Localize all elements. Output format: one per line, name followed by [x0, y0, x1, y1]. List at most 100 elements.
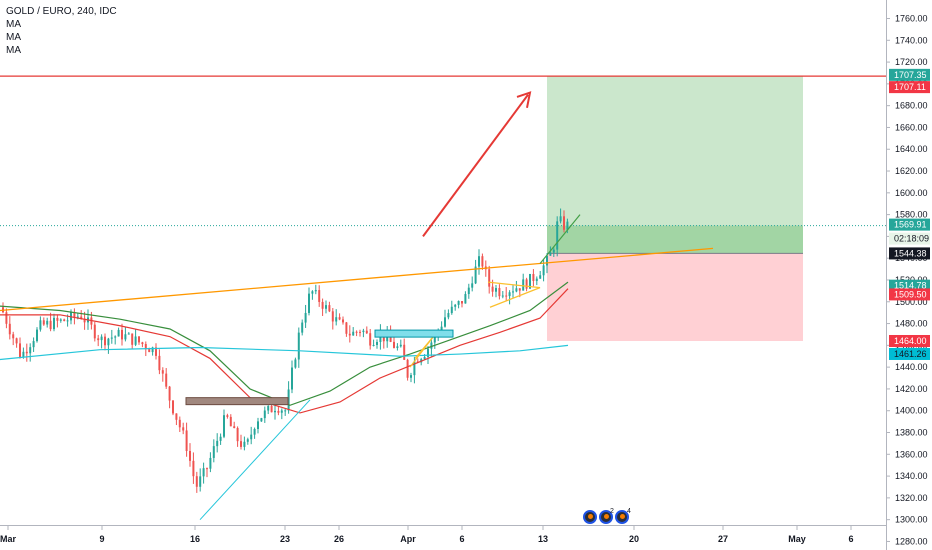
candle-body	[280, 410, 283, 413]
candle-body	[328, 305, 331, 312]
ma-slow-price-badge: 1461.26	[889, 347, 930, 360]
candle-body	[461, 301, 463, 304]
candle-body	[39, 320, 42, 330]
candle-body	[406, 359, 409, 378]
candle-body	[522, 279, 525, 291]
candle-body	[260, 418, 263, 422]
candle-body	[440, 326, 443, 331]
y-tick-label: 1380.00	[895, 428, 928, 438]
earnings-event-icon[interactable]	[583, 510, 597, 524]
candle-body	[189, 450, 191, 461]
candle-body	[114, 336, 117, 338]
candle-body	[185, 430, 188, 451]
candle-body	[100, 336, 103, 341]
candle-body	[59, 319, 62, 321]
y-tick-label: 1720.00	[895, 57, 928, 67]
candle-body	[488, 269, 491, 287]
candle-body	[471, 283, 474, 288]
candle-body	[36, 329, 38, 342]
candle-body	[151, 347, 154, 353]
earnings-event-icon[interactable]	[615, 510, 629, 524]
candle-body	[263, 410, 266, 419]
candle-body	[66, 320, 69, 322]
candle-body	[331, 311, 334, 322]
loss-zone	[547, 253, 803, 341]
candle-body	[457, 301, 460, 305]
candle-body	[529, 274, 531, 289]
x-tick-label: Apr	[400, 534, 416, 544]
candle-body	[73, 312, 76, 318]
profit-zone	[547, 75, 803, 254]
candle-body	[321, 301, 324, 309]
candle-body	[80, 316, 83, 319]
candle-body	[161, 370, 164, 374]
candle-body	[335, 317, 338, 322]
x-tick-label: May	[788, 534, 806, 544]
y-tick-label: 1640.00	[895, 144, 928, 154]
candle-body	[29, 347, 32, 354]
candle-body	[372, 344, 375, 346]
candle-body	[15, 338, 18, 344]
ma-indicator-2[interactable]: MA	[6, 32, 21, 43]
candle-body	[93, 324, 96, 339]
candle-body	[359, 331, 361, 333]
candle-body	[552, 249, 555, 253]
x-tick-label: 9	[99, 534, 104, 544]
y-tick-label: 1600.00	[895, 188, 928, 198]
candle-body	[399, 344, 402, 347]
y-tick-label: 1680.00	[895, 101, 928, 111]
candle-body	[474, 266, 477, 284]
ma-indicator-3[interactable]: MA	[6, 45, 21, 56]
candle-body	[491, 286, 494, 292]
candle-body	[396, 346, 399, 348]
candle-body	[314, 290, 317, 292]
candle-body	[19, 343, 21, 358]
supply-box	[185, 397, 289, 406]
candle-body	[202, 468, 205, 477]
candle-body	[267, 405, 270, 411]
candle-body	[515, 288, 518, 292]
candle-body	[32, 341, 35, 348]
ma-fast-price-label: 1514.78	[894, 281, 927, 291]
x-tick-label: 20	[629, 534, 639, 544]
candle-body	[243, 441, 246, 447]
candle-body	[508, 292, 511, 297]
ma-indicator-1[interactable]: MA	[6, 19, 21, 30]
candle-body	[362, 330, 365, 333]
candle-body	[257, 421, 259, 429]
y-tick-label: 1740.00	[895, 35, 928, 45]
candle-body	[138, 336, 140, 343]
ma-mid-line	[0, 288, 569, 414]
candle-body	[450, 306, 453, 314]
candle-body	[413, 361, 416, 376]
candle-body	[121, 329, 123, 340]
candle-body	[83, 318, 86, 323]
earnings-event-icon[interactable]	[599, 510, 613, 524]
candle-body	[219, 436, 222, 441]
candle-body	[240, 441, 242, 447]
x-tick-label: 6	[848, 534, 853, 544]
candle-body	[212, 446, 215, 458]
resistance-price-label: 1707.11	[894, 82, 926, 92]
candle-body	[107, 338, 110, 346]
candle-body	[172, 400, 174, 414]
y-tick-label: 1280.00	[895, 536, 928, 546]
symbol-title[interactable]: GOLD / EURO, 240, IDC	[6, 6, 117, 17]
candle-body	[505, 295, 508, 297]
y-tick-label: 1420.00	[895, 384, 928, 394]
candle-body	[223, 415, 225, 437]
y-tick-label: 1360.00	[895, 449, 928, 459]
candle-body	[501, 295, 504, 297]
candle-body	[389, 333, 392, 342]
event-count: 2	[610, 508, 614, 515]
ma-fast-line	[0, 281, 569, 406]
channel-line	[539, 214, 581, 265]
x-tick-label: 16	[190, 534, 200, 544]
candle-body	[318, 290, 321, 302]
candle-body	[478, 256, 480, 267]
candle-body	[342, 319, 344, 323]
candle-body	[49, 320, 52, 330]
x-tick-label: 27	[718, 534, 728, 544]
